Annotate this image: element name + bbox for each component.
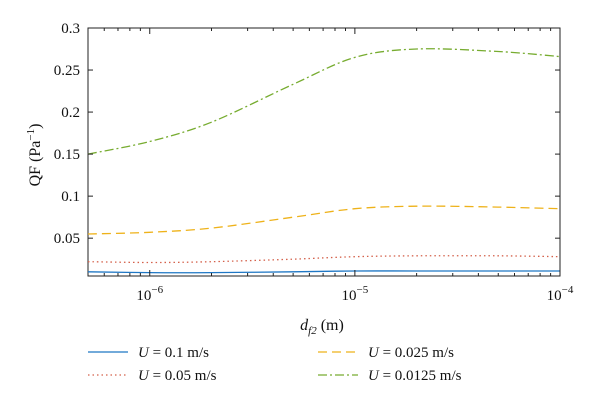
legend-item: U = 0.0125 m/s xyxy=(318,368,462,384)
y-tick-label: 0.3 xyxy=(61,21,80,37)
x-axis-ticks: 10−6 10−5 10−4 xyxy=(87,28,574,304)
series-line-2 xyxy=(87,255,561,264)
y-tick-label: 0.1 xyxy=(61,189,80,205)
series-layer xyxy=(87,48,561,274)
legend-label: U = 0.0125 m/s xyxy=(368,368,462,384)
x-axis-label: df2 (m) xyxy=(300,317,344,337)
plot-frame xyxy=(87,27,561,277)
legend-label: U = 0.025 m/s xyxy=(368,345,454,361)
x-tick-label: 10−6 xyxy=(136,284,163,304)
x-tick-label: 10−5 xyxy=(342,284,369,304)
plot-area xyxy=(87,27,561,277)
series-line-4 xyxy=(87,48,561,155)
y-tick-label: 0.25 xyxy=(54,63,80,79)
legend-item: U = 0.025 m/s xyxy=(318,345,454,361)
y-axis-label: QF (Pa−1) xyxy=(25,124,44,187)
x-tick-label: 10−4 xyxy=(547,284,574,304)
y-axis-ticks: 0.05 0.1 0.15 0.2 0.25 0.3 xyxy=(54,21,560,247)
y-tick-label: 0.15 xyxy=(54,147,80,163)
series-line-1 xyxy=(87,270,560,274)
y-tick-label: 0.2 xyxy=(61,105,80,121)
legend-label: U = 0.1 m/s xyxy=(138,345,209,361)
legend-label: U = 0.05 m/s xyxy=(138,368,217,384)
legend: U = 0.1 m/s U = 0.05 m/s U = 0.025 m/s U = … xyxy=(88,345,462,384)
legend-item: U = 0.1 m/s xyxy=(88,345,209,361)
legend-item: U = 0.05 m/s xyxy=(88,368,217,384)
series-line-3 xyxy=(87,205,561,235)
y-tick-label: 0.05 xyxy=(54,231,80,247)
